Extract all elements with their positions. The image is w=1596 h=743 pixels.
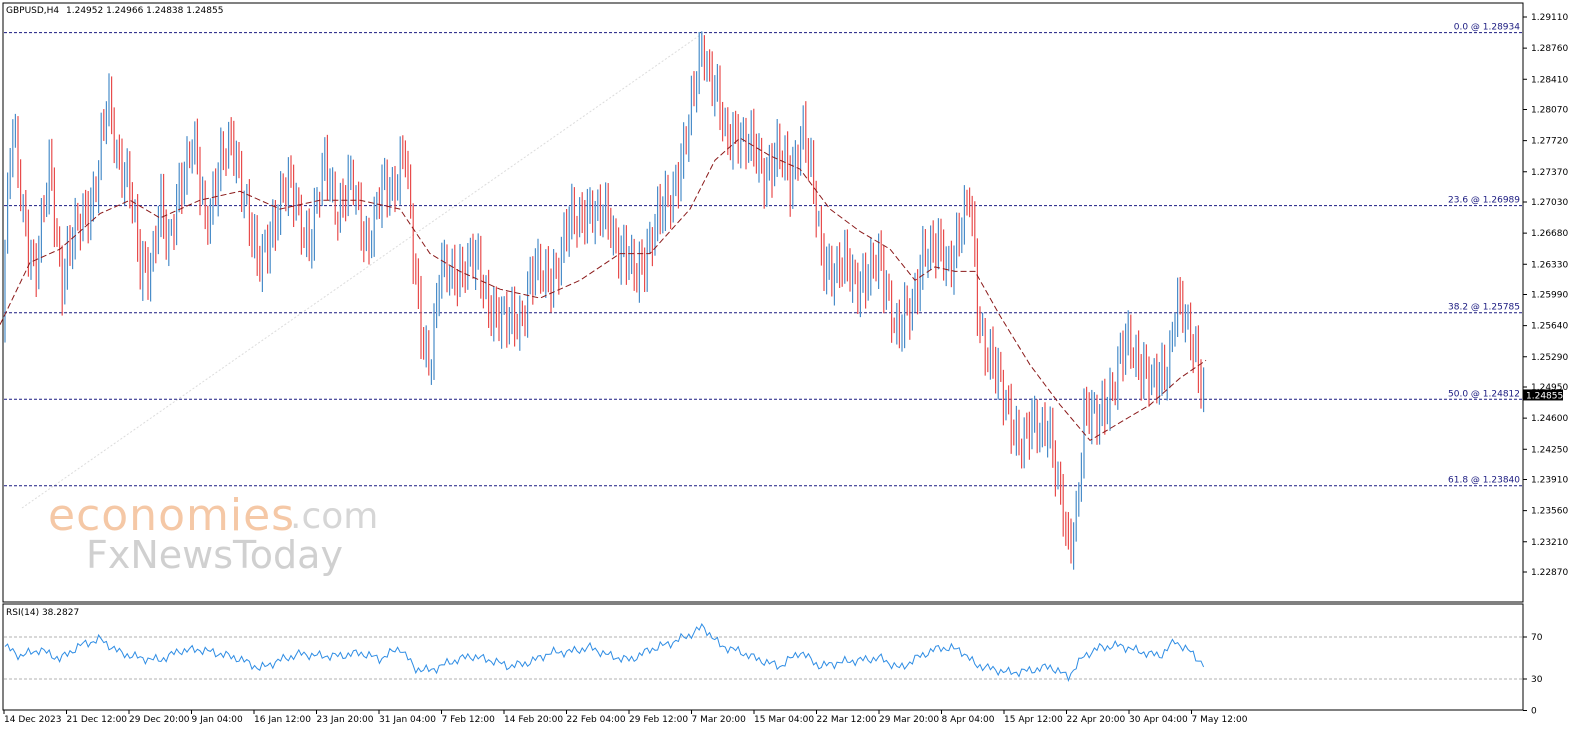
price-axis-label-4: 1.27720 bbox=[1531, 137, 1568, 147]
rsi-axis: 70 30 0 bbox=[1523, 633, 1543, 717]
time-axis-label-3: 9 Jan 04:00 bbox=[192, 715, 244, 725]
price-axis-label-16: 1.23560 bbox=[1531, 507, 1568, 517]
time-axis-label-13: 22 Mar 12:00 bbox=[817, 715, 877, 725]
time-axis-label-4: 16 Jan 12:00 bbox=[254, 715, 311, 725]
price-axis-label-10: 1.25640 bbox=[1531, 322, 1568, 332]
time-axis-label-8: 14 Feb 20:00 bbox=[504, 715, 563, 725]
rsi-label: RSI(14) 38.2827 bbox=[6, 608, 79, 618]
price-axis-label-8: 1.26330 bbox=[1531, 260, 1568, 270]
fib-label-4: 61.8 @ 1.23840 bbox=[1448, 476, 1520, 486]
fib-label-3: 50.0 @ 1.24812 bbox=[1448, 389, 1520, 399]
chart-ohlc-readout: 1.24952 1.24966 1.24838 1.24855 bbox=[66, 6, 223, 16]
price-axis-label-15: 1.23910 bbox=[1531, 476, 1568, 486]
price-axis-label-2: 1.28410 bbox=[1531, 75, 1568, 85]
fib-label-2: 38.2 @ 1.25785 bbox=[1448, 303, 1520, 313]
price-axis-label-3: 1.28070 bbox=[1531, 106, 1568, 116]
price-axis-label-0: 1.29110 bbox=[1531, 13, 1568, 23]
time-axis-label-2: 29 Dec 20:00 bbox=[129, 715, 190, 725]
price-axis: 1.29110 1.28760 1.28410 1.28070 1.27720 1.273… bbox=[1523, 13, 1568, 578]
watermark-brand-sub: FxNewsToday bbox=[86, 533, 343, 577]
rsi-panel-frame bbox=[2, 603, 1524, 711]
price-axis-label-6: 1.27030 bbox=[1531, 198, 1568, 208]
fib-label-0: 0.0 @ 1.28934 bbox=[1454, 23, 1521, 33]
time-axis-label-10: 29 Feb 12:00 bbox=[629, 715, 688, 725]
rsi-axis-label-2: 0 bbox=[1531, 707, 1537, 717]
time-axis-label-1: 21 Dec 12:00 bbox=[67, 715, 128, 725]
price-axis-label-5: 1.27370 bbox=[1531, 168, 1568, 178]
rsi-levels bbox=[4, 636, 1522, 680]
time-axis-label-11: 7 Mar 20:00 bbox=[692, 715, 747, 725]
time-axis-label-0: 14 Dec 2023 bbox=[4, 715, 62, 725]
time-axis-label-5: 23 Jan 20:00 bbox=[317, 715, 374, 725]
time-axis-label-7: 7 Feb 12:00 bbox=[442, 715, 496, 725]
main-panel-frame bbox=[2, 2, 1524, 603]
rsi-axis-label-0: 70 bbox=[1531, 633, 1543, 643]
price-axis-label-9: 1.25990 bbox=[1531, 291, 1568, 301]
rsi-line bbox=[4, 622, 1205, 683]
time-axis-label-17: 22 Apr 20:00 bbox=[1067, 715, 1126, 725]
price-axis-label-13: 1.24600 bbox=[1531, 414, 1568, 424]
time-axis-label-12: 15 Mar 04:00 bbox=[754, 715, 814, 725]
price-axis-label-12: 1.24950 bbox=[1531, 383, 1568, 393]
time-axis-label-14: 29 Mar 20:00 bbox=[879, 715, 939, 725]
time-axis: 14 Dec 2023 21 Dec 12:00 29 Dec 20:00 9 Jan… bbox=[3, 710, 1248, 725]
fib-label-1: 23.6 @ 1.26989 bbox=[1448, 196, 1520, 206]
price-axis-label-18: 1.22870 bbox=[1531, 568, 1568, 578]
time-axis-label-6: 31 Jan 04:00 bbox=[379, 715, 436, 725]
time-axis-label-9: 22 Feb 04:00 bbox=[567, 715, 626, 725]
chart-symbol-label: GBPUSD,H4 bbox=[6, 6, 59, 16]
current-price-value: 1.24855 bbox=[1526, 391, 1563, 401]
time-axis-label-15: 8 Apr 04:00 bbox=[942, 715, 995, 725]
current-price-tag: 1.24855 bbox=[1523, 389, 1563, 401]
price-axis-label-17: 1.23210 bbox=[1531, 538, 1568, 548]
moving-average-line bbox=[0, 137, 1207, 442]
price-axis-label-14: 1.24250 bbox=[1531, 445, 1568, 455]
price-axis-label-7: 1.26680 bbox=[1531, 229, 1568, 239]
rsi-axis-label-1: 30 bbox=[1531, 675, 1543, 685]
price-axis-label-1: 1.28760 bbox=[1531, 44, 1568, 54]
watermark-brand-tld: .com bbox=[290, 496, 378, 537]
fib-levels: 0.0 @ 1.28934 23.6 @ 1.26989 38.2 @ 1.2578… bbox=[4, 23, 1522, 487]
time-axis-label-18: 30 Apr 04:00 bbox=[1129, 715, 1188, 725]
price-axis-label-11: 1.25290 bbox=[1531, 353, 1568, 363]
watermark-brand-main: economies bbox=[48, 490, 295, 541]
candles bbox=[4, 31, 1205, 570]
time-axis-label-16: 15 Apr 12:00 bbox=[1004, 715, 1063, 725]
time-axis-label-19: 7 May 12:00 bbox=[1192, 715, 1248, 725]
watermark: economies .com FxNewsToday bbox=[48, 490, 378, 577]
